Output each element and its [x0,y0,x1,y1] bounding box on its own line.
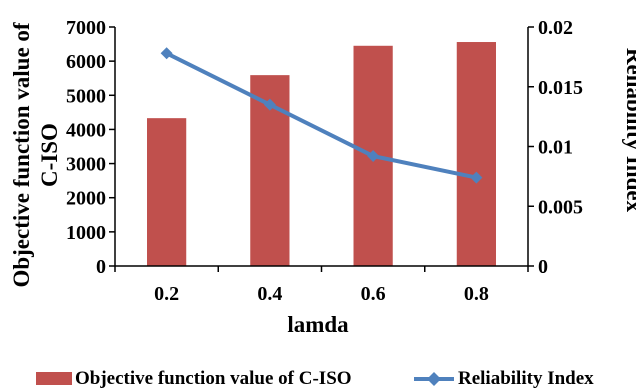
x-axis-title: lamda [287,312,349,337]
y2-axis-title: Reliability Index [622,48,636,213]
legend-bar-swatch [36,372,72,385]
y2-tick-label: 0 [538,256,548,278]
y-axis-title-line-1: Objective function value of [9,22,34,287]
y-tick-label: 0 [96,256,106,278]
reliability-marker-0-4 [263,98,276,111]
y2-tick-label: 0.005 [538,196,583,218]
left-axis: 0 1000 2000 3000 4000 5000 6000 7000 [66,17,116,278]
y2-tick-label: 0.01 [538,137,573,159]
x-tick-label: 0.6 [361,283,386,305]
y-tick-label: 4000 [66,119,106,141]
legend: Objective function value of C-ISO Reliab… [36,368,594,389]
y-tick-label: 5000 [66,85,106,107]
reliability-index-line [165,51,477,180]
x-axis: 0.2 0.4 0.6 0.8 [114,265,529,305]
reliability-marker-0-8 [470,171,483,184]
x-tick-label: 0.4 [257,283,282,305]
reliability-marker-0-6 [367,150,380,163]
y-tick-label: 7000 [66,17,106,39]
x-tick-label: 0.8 [464,283,489,305]
y-axis-title-line-2: C-ISO [37,123,62,187]
legend-line-marker [427,372,441,386]
y-tick-label: 2000 [66,188,106,210]
plot-area [147,42,496,267]
legend-line-label: Reliability Index [458,368,594,389]
x-tick-label: 0.2 [154,283,179,305]
y-tick-label: 1000 [66,222,106,244]
y2-tick-label: 0.02 [538,17,573,39]
right-axis: 0 0.005 0.01 0.015 0.02 [527,17,583,278]
y2-tick-label: 0.015 [538,77,583,99]
bar-0-8 [456,42,496,266]
y-tick-label: 3000 [66,154,106,176]
legend-bar-label: Objective function value of C-ISO [75,368,352,389]
y-tick-label: 6000 [66,51,106,73]
reliability-marker-0-2 [160,47,173,60]
bar-0-2 [147,118,187,266]
